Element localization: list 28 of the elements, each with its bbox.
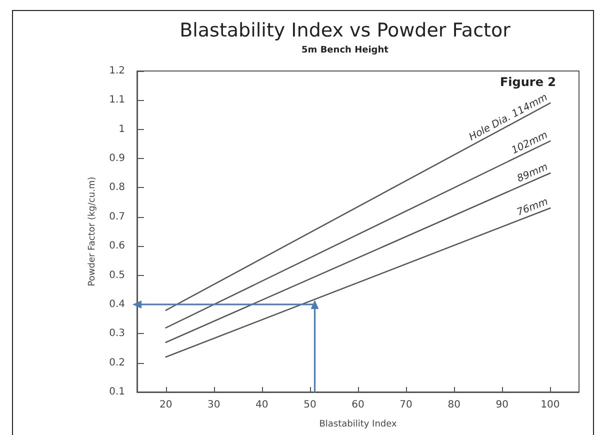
y-tick-label: 0.9: [109, 153, 125, 164]
y-tick-label: 1: [118, 124, 125, 135]
y-tick-label: 1.2: [109, 66, 125, 76]
x-tick-label: 20: [159, 400, 172, 410]
y-axis-title: Powder Factor (kg/cu.m): [88, 176, 98, 286]
x-tick-label: 50: [304, 400, 316, 410]
x-tick-label: 40: [256, 400, 268, 410]
y-tick-label: 0.8: [109, 182, 125, 194]
x-tick-label: 90: [496, 400, 508, 410]
y-tick-label: 0.4: [109, 298, 125, 310]
annotation: Figure 2: [500, 75, 556, 89]
y-tick-label: 0.2: [109, 357, 125, 368]
x-tick-label: 100: [540, 400, 560, 410]
y-tick-label: 0.1: [109, 386, 125, 398]
x-tick-label: 60: [352, 400, 364, 410]
text: 89mm: [516, 162, 550, 185]
y-tick-label: 0.3: [109, 328, 125, 340]
x-axis-title: Blastability Index: [319, 420, 398, 430]
x-tick-label: 30: [208, 400, 220, 410]
x-tick-label: 70: [400, 400, 412, 410]
y-tick-label: 1.1: [109, 94, 125, 106]
y-tick-label: 0.7: [109, 211, 125, 222]
y-tick-label: 0.6: [109, 240, 125, 252]
chart-subtitle: 5m Bench Height: [302, 46, 390, 56]
text: 76mm: [516, 196, 550, 218]
chart-title: Blastability Index vs Powder Factor: [180, 20, 511, 42]
y-tick-label: 0.5: [109, 270, 125, 281]
x-tick-label: 80: [448, 400, 460, 410]
